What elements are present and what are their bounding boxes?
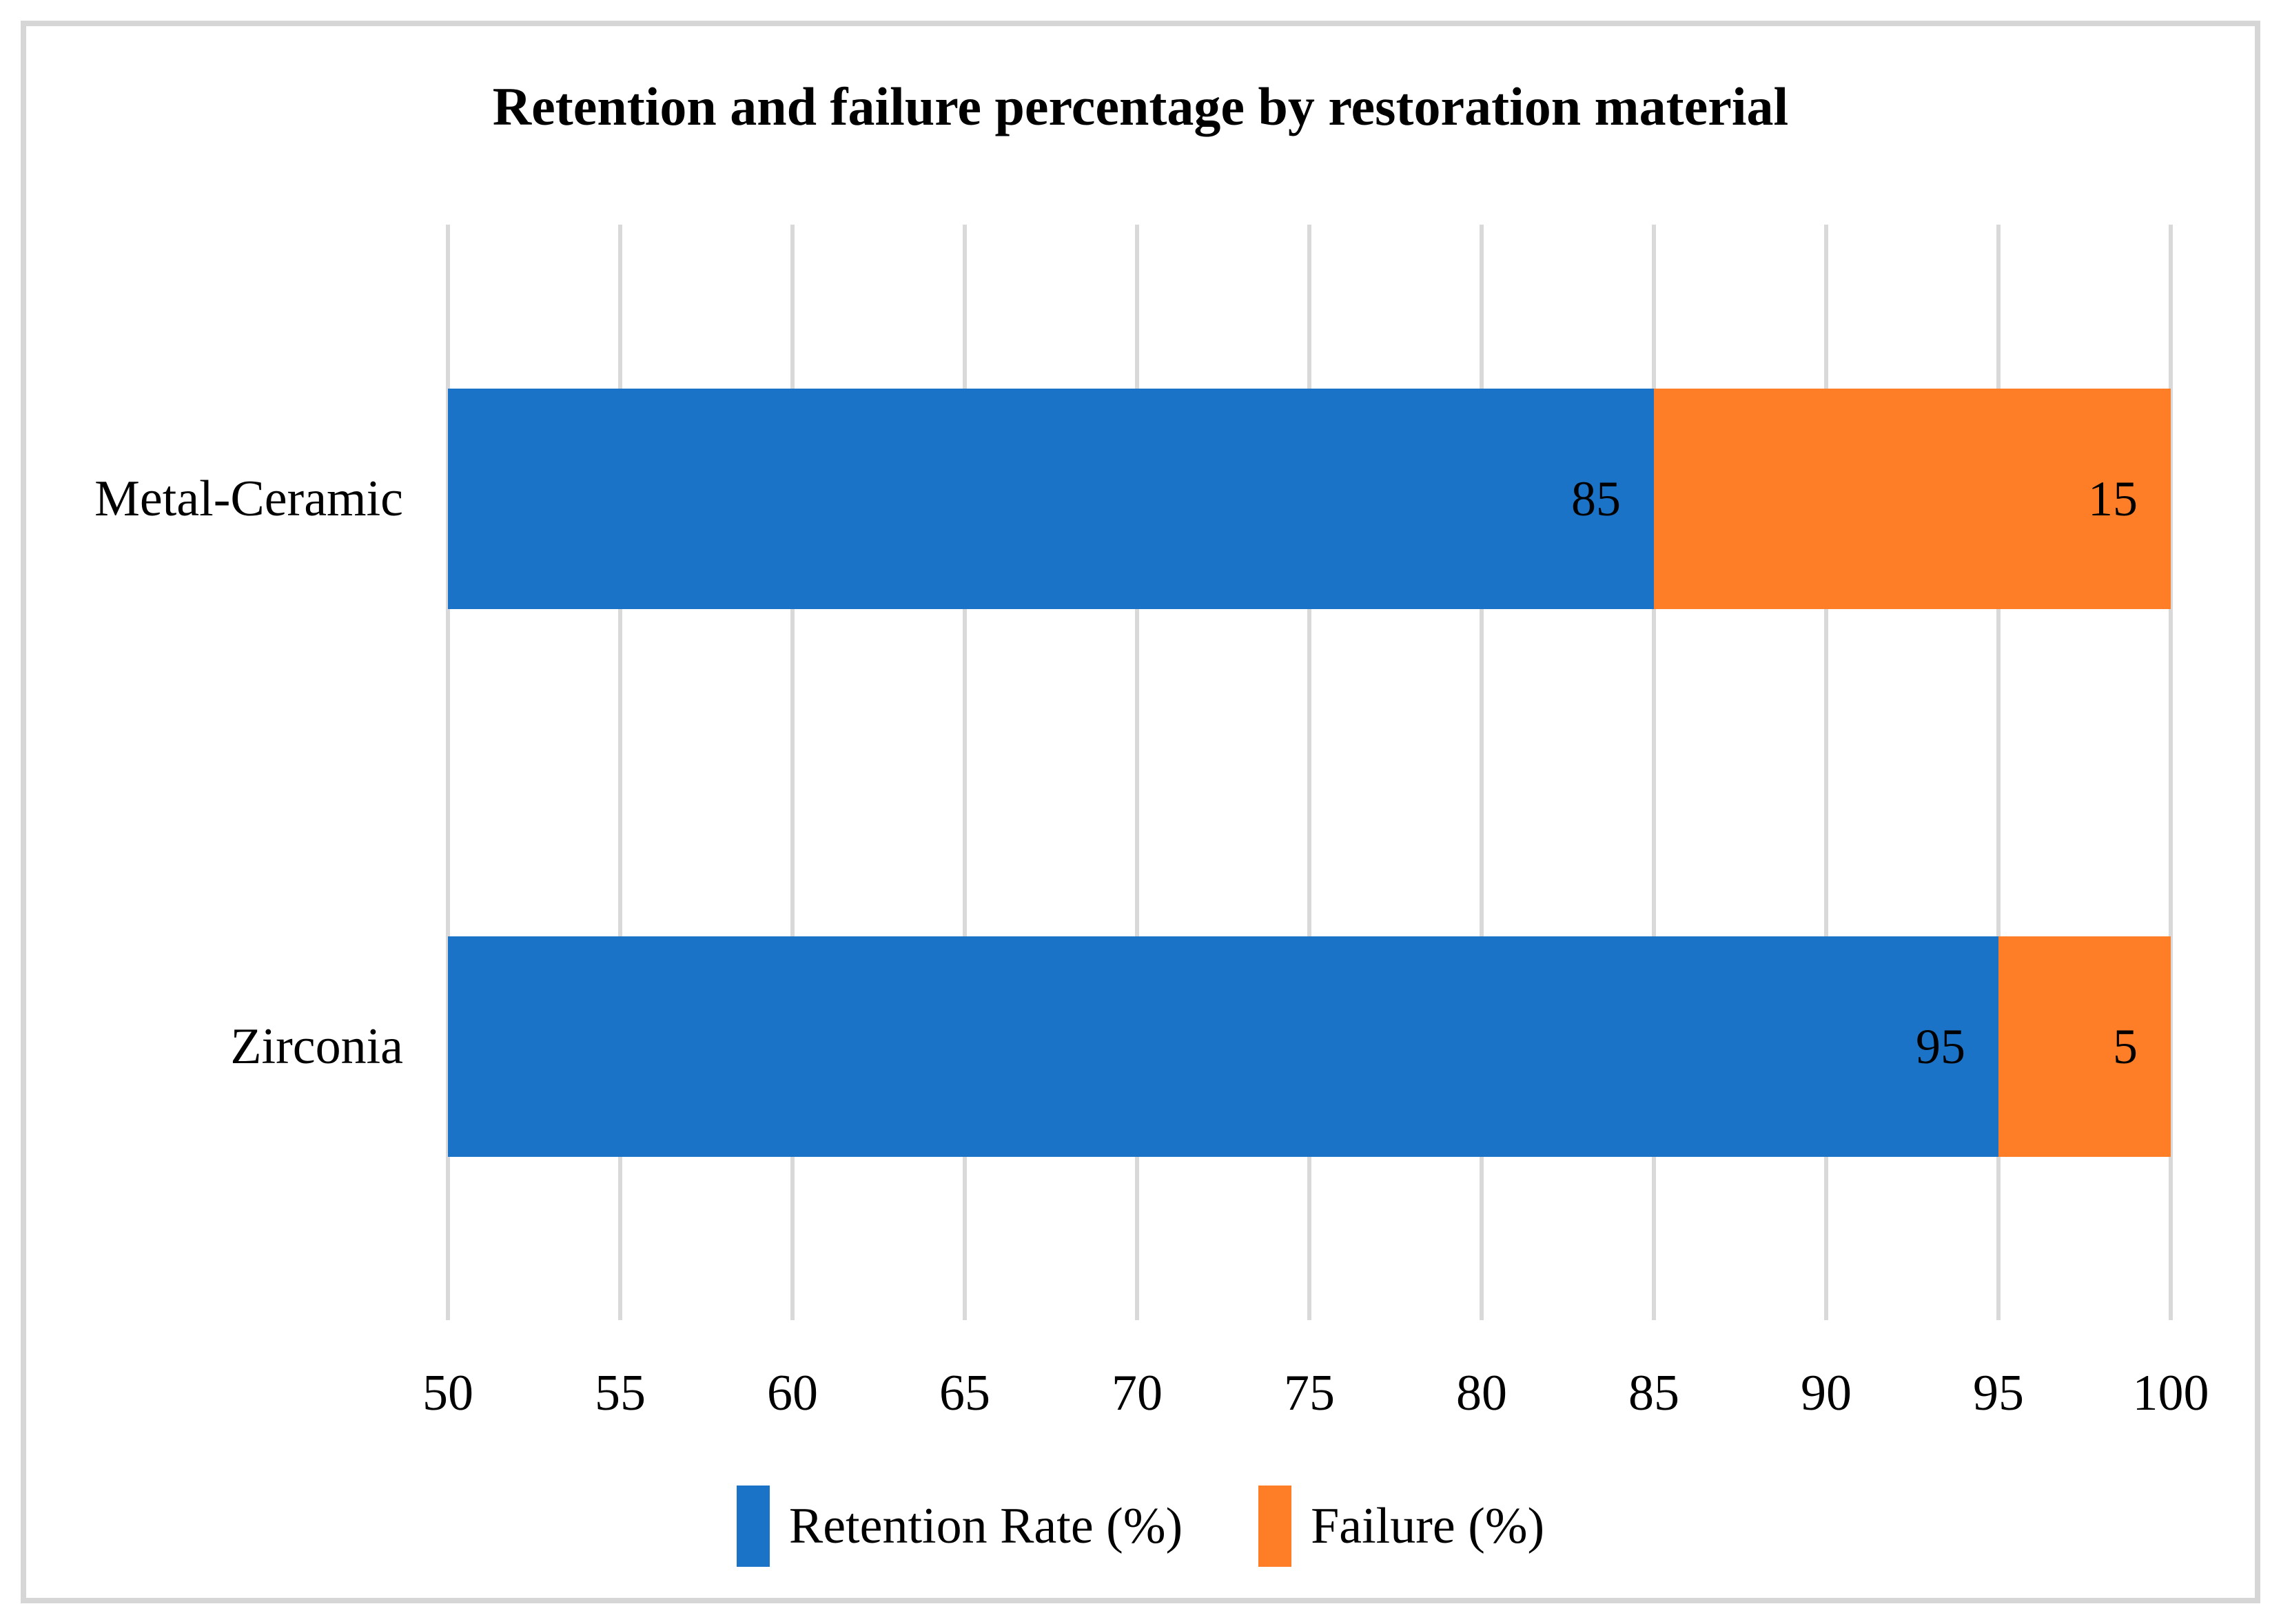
gridline [2169,225,2173,1320]
bar-segment-failure: 15 [1654,388,2171,609]
gridline [790,225,795,1320]
chart-border-frame [21,21,2260,1603]
value-label: 15 [2088,471,2138,526]
legend-item-failure: Failure (%) [1258,1486,1544,1567]
value-label: 95 [1916,1018,1965,1074]
category-label: Zirconia [230,1018,403,1075]
x-tick-label: 55 [595,1365,646,1421]
bar-row: 85 15 [448,388,2171,609]
legend-swatch-retention-icon [736,1486,770,1567]
value-label: 5 [2113,1018,2138,1074]
legend: Retention Rate (%) Failure (%) [0,1478,2281,1574]
gridline [963,225,967,1320]
x-tick-label: 100 [2132,1365,2209,1421]
x-tick-label: 95 [1973,1365,2024,1421]
chart-title: Retention and failure percentage by rest… [492,76,1789,136]
gridline [1824,225,1828,1320]
gridline [1307,225,1311,1320]
x-tick-label: 90 [1801,1365,1852,1421]
x-tick-label: 65 [939,1365,990,1421]
value-label: 85 [1571,471,1621,526]
legend-label-failure: Failure (%) [1311,1498,1545,1554]
x-tick-label: 85 [1628,1365,1679,1421]
legend-label-retention: Retention Rate (%) [788,1498,1183,1554]
x-tick-label: 75 [1284,1365,1335,1421]
x-tick-label: 50 [422,1365,473,1421]
legend-swatch-failure-icon [1258,1486,1292,1567]
category-label: Metal-Ceramic [94,470,403,527]
x-tick-label: 80 [1456,1365,1507,1421]
gridline [1996,225,2001,1320]
gridline [1135,225,1139,1320]
gridline [618,225,622,1320]
x-tick-label: 70 [1112,1365,1163,1421]
bar-segment-retention: 85 [448,388,1654,609]
x-tick-label: 60 [767,1365,818,1421]
bar-segment-retention: 95 [448,936,1998,1157]
legend-item-retention: Retention Rate (%) [736,1486,1183,1567]
gridline [1652,225,1656,1320]
bar-segment-failure: 5 [1998,936,2171,1157]
plot-area: 85 15 95 5 [446,225,2173,1320]
gridline [446,225,450,1320]
bar-row: 95 5 [448,936,2171,1157]
gridline [1480,225,1484,1320]
